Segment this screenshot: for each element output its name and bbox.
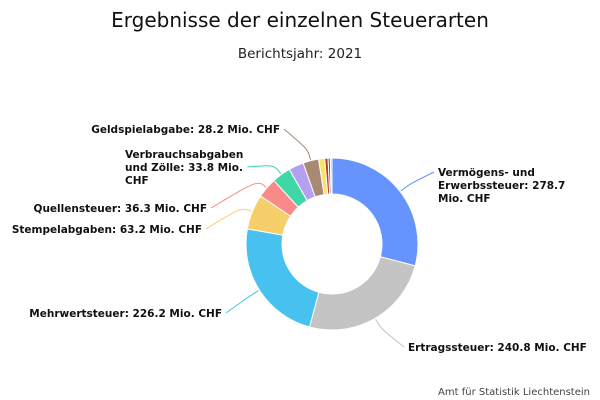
chart-credit: Amt für Statistik Liechtenstein (438, 387, 590, 398)
donut-slice-12 (329, 157, 333, 195)
slice-label-2: Ertragssteuer: 240.8 Mio. CHF (408, 342, 587, 354)
slice-label-1: Vermögens- und Erwerbssteuer: 278.7 Mio. C… (438, 167, 565, 205)
slice-label-6: Verbrauchsabgaben und Zölle: 33.8 Mio. CHF (125, 149, 243, 187)
chart-title: Ergebnisse der einzelnen Steuerarten (111, 8, 489, 32)
label-connector-3 (225, 290, 259, 314)
label-connector-5 (210, 182, 267, 209)
slice-label-5: Quellensteuer: 36.3 Mio. CHF (34, 203, 207, 215)
slice-label-4: Stempelabgaben: 63.2 Mio. CHF (12, 224, 202, 236)
donut-slice-2 (308, 256, 416, 331)
label-connector-1 (400, 171, 435, 192)
donut-slices (245, 157, 419, 331)
label-connector-6 (247, 165, 282, 175)
donut-slice-3 (245, 228, 320, 328)
label-connector-2 (375, 319, 405, 348)
chart-subtitle: Berichtsjahr: 2021 (238, 46, 362, 62)
label-connector-8 (283, 128, 311, 160)
label-connector-4 (205, 208, 252, 230)
slice-labels: Vermögens- und Erwerbssteuer: 278.7 Mio. C… (12, 124, 587, 354)
donut-slice-1 (331, 157, 419, 267)
slice-label-8: Geldspielabgabe: 28.2 Mio. CHF (91, 124, 280, 136)
slice-label-3: Mehrwertsteuer: 226.2 Mio. CHF (29, 308, 222, 320)
